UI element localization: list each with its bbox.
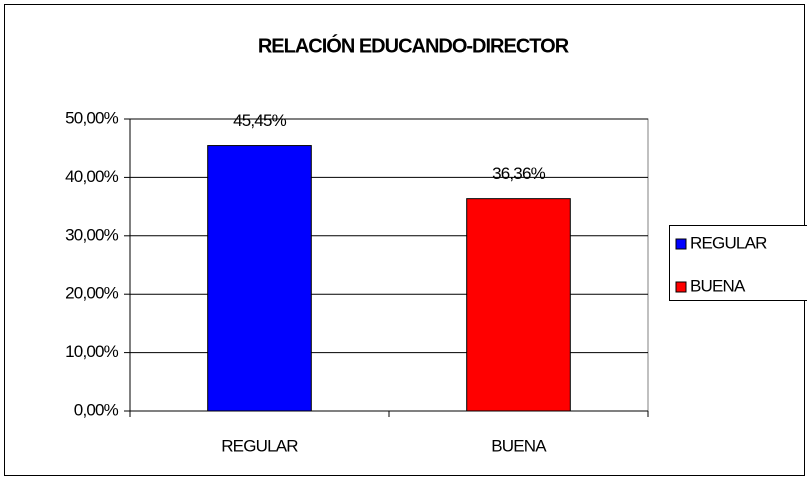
chart-title: RELACIÓN EDUCANDO-DIRECTOR	[258, 33, 570, 57]
y-tick-label: 40,00%	[65, 167, 119, 186]
legend-label: REGULAR	[690, 233, 767, 252]
bar	[466, 198, 571, 412]
legend-label: BUENA	[690, 276, 746, 295]
legend-box	[669, 225, 807, 301]
data-label: 36,36%	[492, 164, 546, 183]
y-tick-label: 30,00%	[65, 225, 119, 244]
data-label: 45,45%	[233, 111, 287, 130]
bar	[207, 145, 312, 412]
legend-swatch	[675, 238, 687, 250]
y-tick-label: 10,00%	[65, 342, 119, 361]
y-tick-label: 50,00%	[65, 108, 119, 127]
legend-swatch	[675, 281, 687, 293]
x-tick-label: REGULAR	[221, 436, 298, 455]
y-tick-label: 20,00%	[65, 284, 119, 303]
y-tick-label: 0,00%	[74, 400, 119, 419]
x-tick-label: BUENA	[491, 436, 547, 455]
